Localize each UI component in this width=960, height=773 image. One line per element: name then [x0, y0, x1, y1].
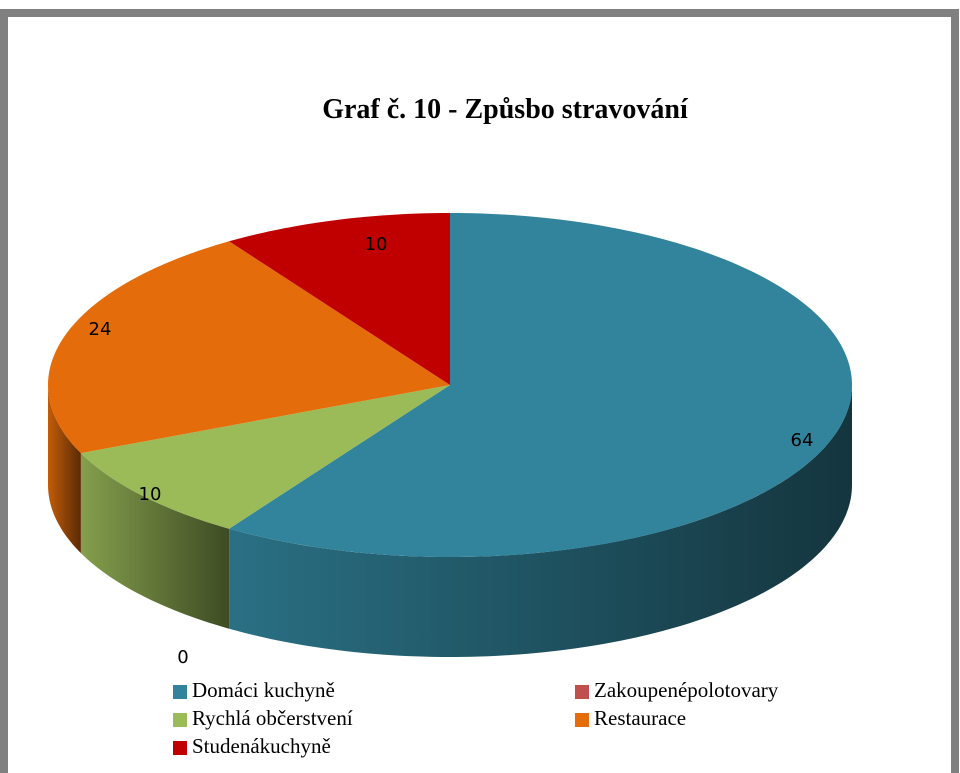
chart-title: Graf č. 10 - Způsbo stravování	[322, 94, 689, 125]
slice-side	[48, 385, 81, 554]
slice	[80, 385, 450, 529]
data-label: 24	[89, 319, 112, 340]
legend-swatch	[173, 685, 187, 699]
legend: Domáci kuchyně Zakoupenépolotovary Rychlá …	[173, 678, 779, 758]
slice	[229, 213, 852, 557]
legend-label: Restaurace	[594, 706, 686, 730]
legend-swatch	[173, 741, 187, 755]
legend-label: Zakoupenépolotovary	[594, 678, 779, 702]
data-label: 64	[791, 430, 814, 451]
slice	[229, 213, 450, 385]
legend-swatch	[173, 713, 187, 727]
legend-label: Domáci kuchyně	[192, 678, 335, 702]
legend-swatch	[575, 685, 589, 699]
data-label: 0	[177, 647, 188, 668]
legend-label: Studenákuchyně	[192, 734, 331, 758]
data-label: 10	[365, 234, 388, 255]
slice-side	[229, 385, 852, 657]
frame	[0, 9, 959, 773]
pie: 64 0 10 24 10	[48, 213, 852, 668]
data-label: 10	[139, 484, 162, 505]
legend-label: Rychlá občerstvení	[192, 706, 353, 730]
legend-swatch	[575, 713, 589, 727]
slice-side	[80, 453, 230, 629]
slice	[48, 241, 450, 454]
